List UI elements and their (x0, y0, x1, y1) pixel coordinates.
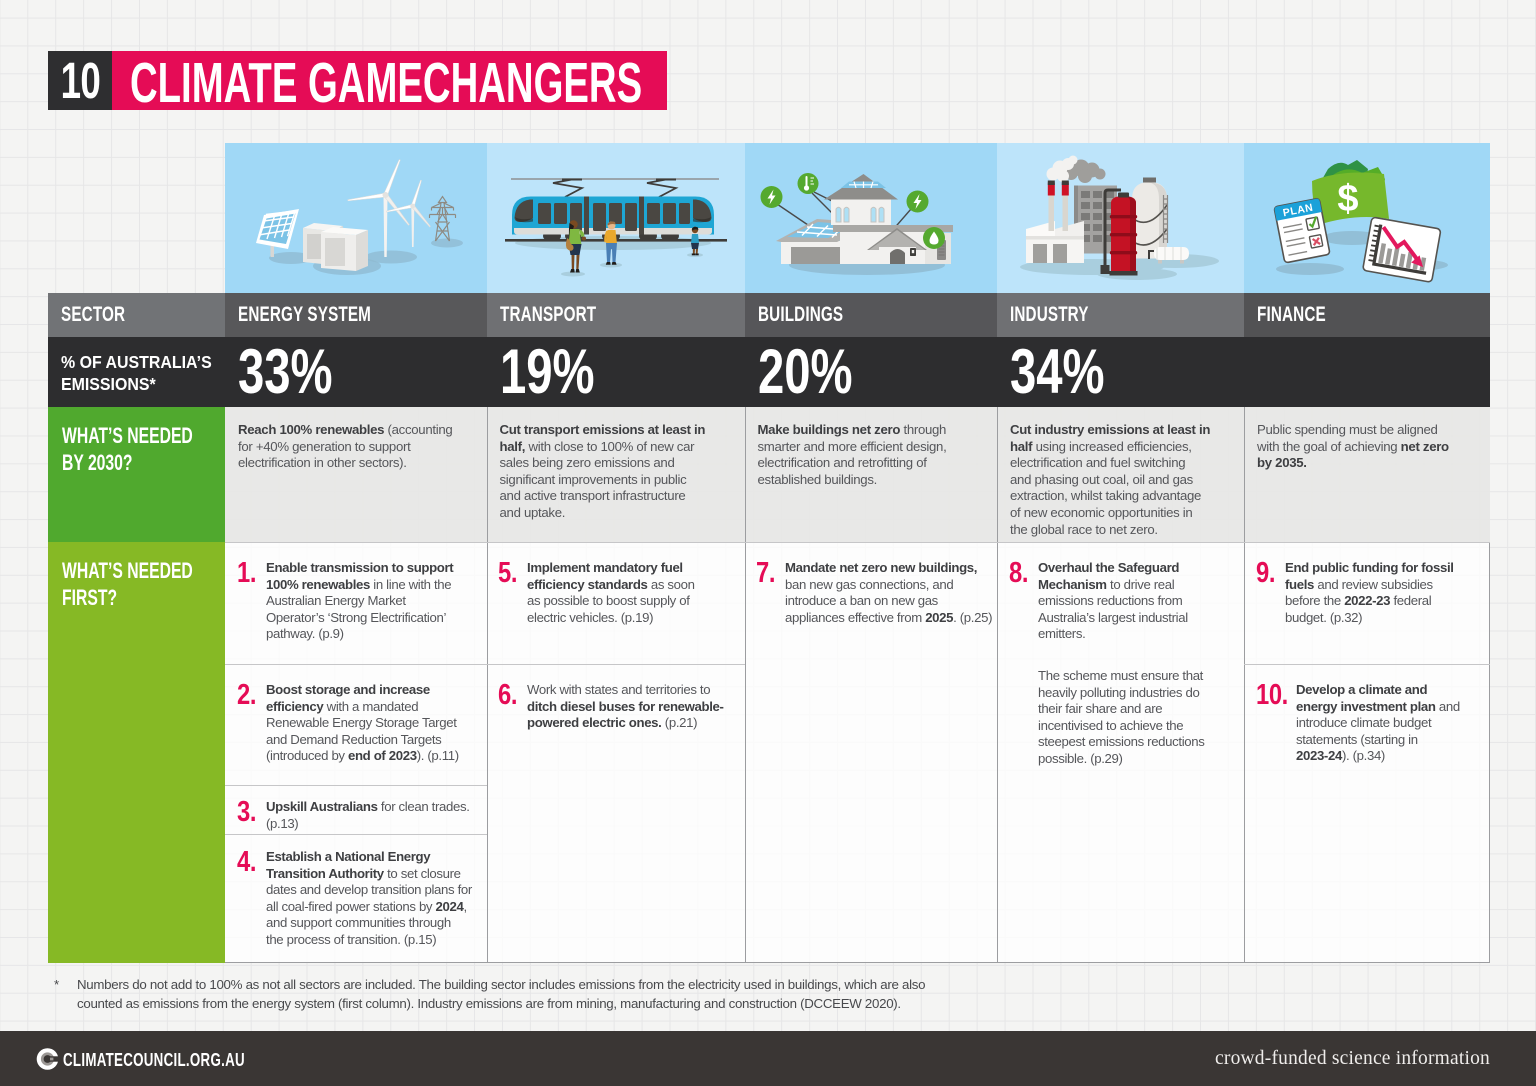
svg-text:PLAN: PLAN (1282, 202, 1314, 220)
svg-text:$: $ (1337, 178, 1358, 220)
